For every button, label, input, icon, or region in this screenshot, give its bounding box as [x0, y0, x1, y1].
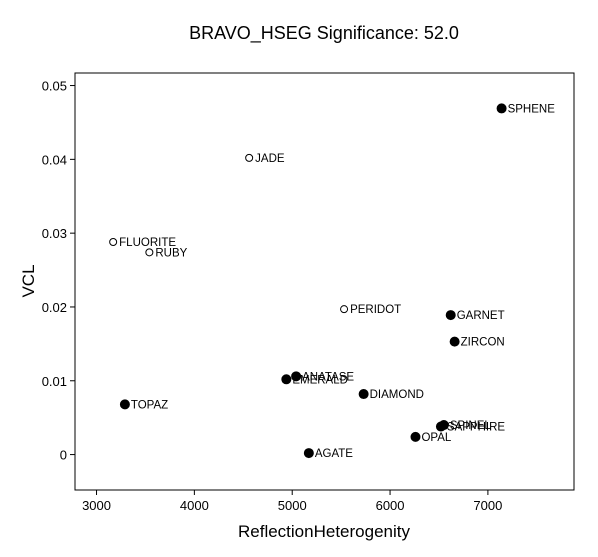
point-label: DIAMOND — [370, 389, 424, 401]
point-label: FLUORITE — [119, 237, 176, 249]
data-point — [340, 305, 349, 314]
x-axis-label: ReflectionHeterogenity — [238, 522, 410, 541]
data-point — [435, 421, 446, 432]
data-point — [410, 431, 421, 442]
y-axis-label: VCL — [19, 264, 38, 297]
data-point — [291, 371, 302, 382]
data-point — [109, 238, 118, 247]
y-tick-label: 0.04 — [42, 152, 67, 167]
data-point — [358, 389, 369, 400]
point-label: SPINEL — [450, 420, 492, 432]
x-tick-label: 7000 — [473, 498, 502, 513]
data-point — [119, 399, 130, 410]
y-tick-label: 0.02 — [42, 300, 67, 315]
plot-area — [74, 72, 575, 491]
data-point — [281, 374, 292, 385]
point-label: SAPPHIRE — [447, 422, 505, 434]
x-tick-label: 3000 — [82, 498, 111, 513]
point-label: ZIRCON — [461, 337, 505, 349]
data-point — [496, 103, 507, 114]
point-label: AGATE — [315, 448, 353, 460]
x-tick-label: 4000 — [180, 498, 209, 513]
point-label: GARNET — [457, 310, 505, 322]
data-point — [303, 448, 314, 459]
x-tick-label: 5000 — [278, 498, 307, 513]
y-tick-label: 0.03 — [42, 226, 67, 241]
x-tick-label: 6000 — [376, 498, 405, 513]
y-tick-label: 0.01 — [42, 374, 67, 389]
x-axis: 3000 4000 5000 6000 7000 — [82, 490, 502, 513]
chart-title: BRAVO_HSEG Significance: 52.0 — [189, 23, 459, 44]
data-point — [245, 153, 254, 162]
point-label: JADE — [255, 153, 285, 165]
point-label: TOPAZ — [131, 399, 168, 411]
point-label: OPAL — [421, 432, 451, 444]
point-label: SPHENE — [508, 103, 556, 115]
y-tick-label: 0 — [60, 448, 67, 463]
point-label: EMERALD — [292, 374, 348, 386]
y-axis: 0 0.01 0.02 0.03 0.04 0.05 — [42, 79, 75, 463]
point-label: RUBY — [155, 247, 187, 259]
point-label: PERIDOT — [350, 304, 401, 316]
point-label: ANATASE — [302, 371, 354, 383]
data-point — [449, 336, 460, 347]
y-tick-label: 0.05 — [42, 79, 67, 94]
data-point — [445, 310, 456, 321]
data-point — [145, 248, 154, 257]
